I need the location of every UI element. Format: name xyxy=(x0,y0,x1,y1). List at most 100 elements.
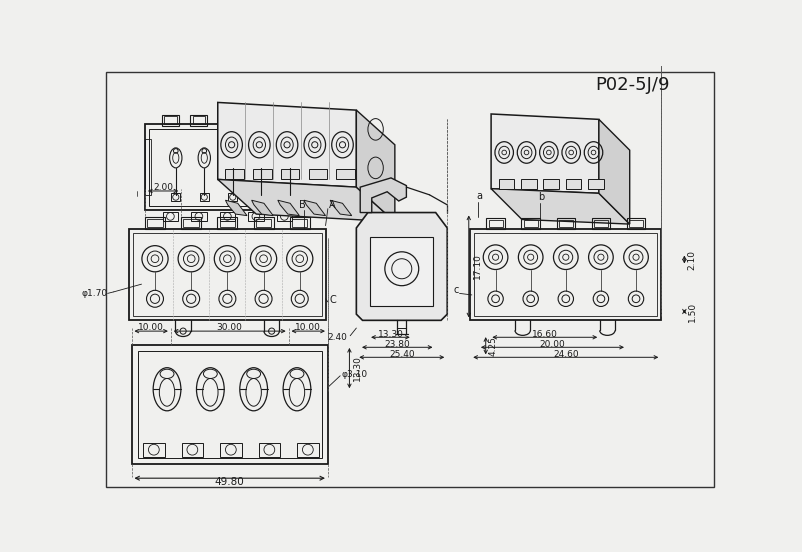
Bar xyxy=(276,115,293,125)
Polygon shape xyxy=(277,200,299,216)
Text: 25.40: 25.40 xyxy=(389,350,415,359)
Polygon shape xyxy=(356,213,448,320)
Bar xyxy=(220,220,235,227)
Bar xyxy=(304,140,310,195)
Bar xyxy=(181,443,203,457)
Text: 30.00: 30.00 xyxy=(217,323,243,332)
Text: 2.00: 2.00 xyxy=(153,183,173,193)
Bar xyxy=(148,220,163,227)
Text: C: C xyxy=(330,295,336,305)
Bar xyxy=(144,140,151,195)
Polygon shape xyxy=(356,110,395,222)
Polygon shape xyxy=(225,200,247,216)
Bar xyxy=(278,116,290,124)
Text: 4.25: 4.25 xyxy=(488,336,498,355)
Bar xyxy=(521,218,540,230)
Bar xyxy=(184,220,199,227)
Text: 10.00: 10.00 xyxy=(295,323,321,332)
Bar xyxy=(164,116,176,124)
Bar xyxy=(524,220,537,227)
Text: 17.10: 17.10 xyxy=(472,253,482,279)
Bar xyxy=(253,217,273,230)
Bar xyxy=(247,115,265,125)
Text: 2.40: 2.40 xyxy=(327,333,347,342)
Bar xyxy=(162,115,179,125)
Bar xyxy=(253,169,272,179)
Text: φ3.10: φ3.10 xyxy=(342,370,368,379)
Polygon shape xyxy=(330,200,352,216)
Bar xyxy=(257,193,266,201)
Bar xyxy=(521,179,537,189)
Bar xyxy=(192,116,205,124)
Bar xyxy=(565,179,581,189)
Bar xyxy=(190,115,208,125)
Text: 23.80: 23.80 xyxy=(384,339,410,349)
Text: φ1.70: φ1.70 xyxy=(82,289,107,298)
Text: 13.30: 13.30 xyxy=(353,355,363,381)
Bar xyxy=(258,443,280,457)
Bar xyxy=(486,218,504,230)
Bar xyxy=(129,230,326,320)
Text: B: B xyxy=(298,200,306,210)
Polygon shape xyxy=(304,200,326,216)
Bar xyxy=(309,169,327,179)
Polygon shape xyxy=(360,178,407,213)
Bar xyxy=(290,217,310,230)
Bar xyxy=(336,169,354,179)
Bar xyxy=(297,443,318,457)
Text: 16.60: 16.60 xyxy=(532,330,557,339)
Bar xyxy=(594,220,608,227)
Bar xyxy=(592,218,610,230)
Bar xyxy=(144,124,310,210)
Bar xyxy=(499,179,514,189)
Bar xyxy=(225,169,244,179)
Text: b: b xyxy=(538,192,545,202)
Text: 13.30: 13.30 xyxy=(378,330,403,339)
Bar xyxy=(219,115,236,125)
Bar xyxy=(221,116,233,124)
Bar xyxy=(474,233,658,316)
Bar xyxy=(217,217,237,230)
Bar xyxy=(629,220,643,227)
Bar xyxy=(256,220,271,227)
Bar xyxy=(191,212,207,221)
Bar xyxy=(200,193,209,201)
Text: c: c xyxy=(453,285,459,295)
Bar xyxy=(557,218,575,230)
Bar xyxy=(228,193,237,201)
Bar xyxy=(488,220,503,227)
Text: 1.50: 1.50 xyxy=(687,301,696,322)
Bar xyxy=(143,443,164,457)
Polygon shape xyxy=(491,189,630,224)
Bar xyxy=(248,212,264,221)
Text: a: a xyxy=(476,190,483,201)
Polygon shape xyxy=(218,179,395,222)
Bar xyxy=(249,116,262,124)
Bar xyxy=(171,193,180,201)
Bar xyxy=(281,169,299,179)
Text: A: A xyxy=(330,200,336,210)
Bar xyxy=(397,328,407,334)
Text: 20.00: 20.00 xyxy=(540,339,565,349)
Bar xyxy=(181,217,201,230)
Bar xyxy=(286,193,294,201)
Bar xyxy=(133,233,322,316)
Text: 2.10: 2.10 xyxy=(687,250,696,269)
Text: 10.00: 10.00 xyxy=(138,323,164,332)
Bar xyxy=(588,179,604,189)
Text: 49.80: 49.80 xyxy=(215,477,245,487)
Bar xyxy=(138,351,322,458)
Bar xyxy=(145,217,165,230)
Bar xyxy=(371,237,433,306)
Text: 24.60: 24.60 xyxy=(553,350,578,359)
Polygon shape xyxy=(491,114,599,193)
Bar xyxy=(149,129,306,205)
Text: P02-5J/9: P02-5J/9 xyxy=(595,76,669,94)
Bar xyxy=(470,230,662,320)
Bar xyxy=(277,212,292,221)
Bar xyxy=(292,220,307,227)
Bar xyxy=(559,220,573,227)
Bar xyxy=(163,212,178,221)
Bar xyxy=(220,212,235,221)
Bar xyxy=(627,218,646,230)
